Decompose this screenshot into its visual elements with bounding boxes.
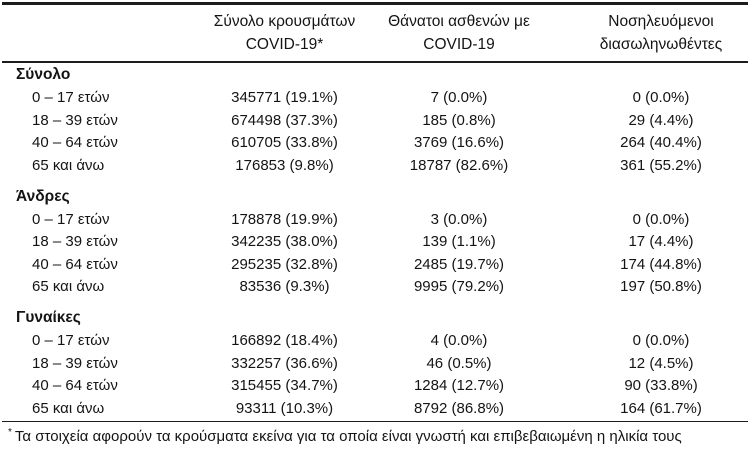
cell-deaths: 9995 (79.2%) <box>413 278 505 296</box>
cell-intubated: 90 (33.8%) <box>624 377 698 395</box>
cell-cases: 315455 (34.7%) <box>231 377 338 395</box>
row-label: 65 και άνω <box>32 278 105 296</box>
cell-intubated: 174 (44.8%) <box>620 255 702 273</box>
table-header-row: Σύνολο κρουσμάτων COVID-19* Θάνατοι ασθε… <box>2 5 748 61</box>
cell-cases: 166892 (18.4%) <box>231 332 338 350</box>
table-row: 0 – 17 ετών 166892 (18.4%) 4 (0.0%) 0 (0… <box>2 330 748 353</box>
cell-intubated: 197 (50.8%) <box>620 278 702 296</box>
header-bottom-rule <box>2 60 748 63</box>
table-row: 18 – 39 ετών 332257 (36.6%) 46 (0.5%) 12… <box>2 352 748 375</box>
row-label: 65 και άνω <box>32 156 105 174</box>
cell-deaths: 3 (0.0%) <box>430 210 488 228</box>
cell-deaths: 3769 (16.6%) <box>413 134 505 152</box>
table-row: 40 – 64 ετών 610705 (33.8%) 3769 (16.6%)… <box>2 132 748 155</box>
cell-cases: 342235 (38.0%) <box>231 233 338 251</box>
row-label: 0 – 17 ετών <box>32 332 110 350</box>
cell-deaths: 185 (0.8%) <box>422 111 496 129</box>
footnote-rule <box>2 420 748 422</box>
cell-intubated: 0 (0.0%) <box>632 332 690 350</box>
column-header-cases: Σύνολο κρουσμάτων COVID-19* <box>213 12 356 53</box>
cell-deaths: 139 (1.1%) <box>422 233 496 251</box>
cell-cases: 176853 (9.8%) <box>235 156 334 174</box>
cell-cases: 83536 (9.3%) <box>239 278 330 296</box>
table-row: 40 – 64 ετών 295235 (32.8%) 2485 (19.7%)… <box>2 253 748 276</box>
table-top-rule <box>2 2 748 5</box>
row-label: 65 και άνω <box>32 399 105 417</box>
cell-cases: 610705 (33.8%) <box>231 134 338 152</box>
footnote-text: Τα στοιχεία αφορούν τα κρούσματα εκείνα … <box>14 428 682 445</box>
row-label: 40 – 64 ετών <box>32 377 118 395</box>
section-title: Σύνολο <box>16 66 71 84</box>
cell-cases: 93311 (10.3%) <box>235 399 334 417</box>
cell-deaths: 1284 (12.7%) <box>413 377 505 395</box>
table-row: 65 και άνω 83536 (9.3%) 9995 (79.2%) 197… <box>2 276 748 299</box>
cell-intubated: 361 (55.2%) <box>620 156 702 174</box>
cell-cases: 178878 (19.9%) <box>231 210 338 228</box>
covid-age-sex-table: Σύνολο κρουσμάτων COVID-19* Θάνατοι ασθε… <box>2 2 748 445</box>
column-header-deaths: Θάνατοι ασθενών με COVID-19 <box>388 12 530 53</box>
row-label: 18 – 39 ετών <box>32 111 118 129</box>
cell-intubated: 264 (40.4%) <box>620 134 702 152</box>
cell-cases: 332257 (36.6%) <box>231 354 338 372</box>
cell-cases: 295235 (32.8%) <box>231 255 338 273</box>
section-header-row: Γυναίκες <box>2 307 748 330</box>
table-body: Σύνολο 0 – 17 ετών 345771 (19.1%) 7 (0.0… <box>2 63 748 420</box>
section-men: Άνδρες 0 – 17 ετών 178878 (19.9%) 3 (0.0… <box>2 186 748 299</box>
footnote-marker: * <box>8 427 12 438</box>
column-header-intubated: Νοσηλευόμενοι διασωληνωθέντες <box>599 12 723 53</box>
cell-deaths: 7 (0.0%) <box>430 89 488 107</box>
row-label: 0 – 17 ετών <box>32 210 110 228</box>
row-label: 0 – 17 ετών <box>32 89 110 107</box>
cell-deaths: 8792 (86.8%) <box>413 399 505 417</box>
row-label: 40 – 64 ετών <box>32 134 118 152</box>
cell-cases: 345771 (19.1%) <box>231 89 338 107</box>
section-total: Σύνολο 0 – 17 ετών 345771 (19.1%) 7 (0.0… <box>2 64 748 177</box>
table-row: 18 – 39 ετών 342235 (38.0%) 139 (1.1%) 1… <box>2 231 748 254</box>
cell-intubated: 0 (0.0%) <box>632 89 690 107</box>
row-label: 18 – 39 ετών <box>32 233 118 251</box>
table-footnote: * Τα στοιχεία αφορούν τα κρούσματα εκείνα… <box>2 422 748 445</box>
section-header-row: Σύνολο <box>2 64 748 87</box>
cell-deaths: 46 (0.5%) <box>426 354 492 372</box>
cell-intubated: 29 (4.4%) <box>628 111 694 129</box>
cell-deaths: 2485 (19.7%) <box>413 255 505 273</box>
table-row: 0 – 17 ετών 345771 (19.1%) 7 (0.0%) 0 (0… <box>2 87 748 110</box>
table-row: 65 και άνω 176853 (9.8%) 18787 (82.6%) 3… <box>2 154 748 177</box>
row-label: 18 – 39 ετών <box>32 354 118 372</box>
table-row: 40 – 64 ετών 315455 (34.7%) 1284 (12.7%)… <box>2 375 748 398</box>
section-header-row: Άνδρες <box>2 186 748 209</box>
cell-intubated: 164 (61.7%) <box>620 399 702 417</box>
section-women: Γυναίκες 0 – 17 ετών 166892 (18.4%) 4 (0… <box>2 307 748 420</box>
cell-deaths: 4 (0.0%) <box>430 332 488 350</box>
table-row: 0 – 17 ετών 178878 (19.9%) 3 (0.0%) 0 (0… <box>2 208 748 231</box>
section-title: Γυναίκες <box>16 309 81 327</box>
cell-cases: 674498 (37.3%) <box>231 111 338 129</box>
table-row: 65 και άνω 93311 (10.3%) 8792 (86.8%) 16… <box>2 397 748 420</box>
row-label: 40 – 64 ετών <box>32 255 118 273</box>
cell-deaths: 18787 (82.6%) <box>409 156 509 174</box>
cell-intubated: 12 (4.5%) <box>628 354 694 372</box>
section-title: Άνδρες <box>16 187 70 205</box>
cell-intubated: 0 (0.0%) <box>632 210 690 228</box>
cell-intubated: 17 (4.4%) <box>628 233 694 251</box>
table-row: 18 – 39 ετών 674498 (37.3%) 185 (0.8%) 2… <box>2 109 748 132</box>
